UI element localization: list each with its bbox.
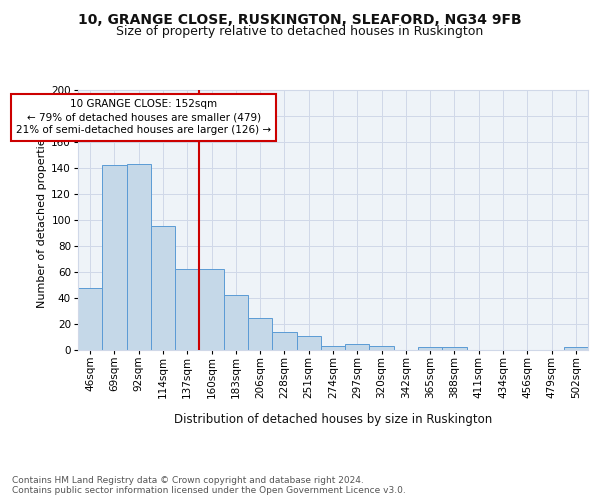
Bar	[296, 336, 321, 350]
Text: Size of property relative to detached houses in Ruskington: Size of property relative to detached ho…	[116, 25, 484, 38]
Text: 10 GRANGE CLOSE: 152sqm
← 79% of detached houses are smaller (479)
21% of semi-d: 10 GRANGE CLOSE: 152sqm ← 79% of detache…	[16, 99, 271, 136]
Y-axis label: Number of detached properties: Number of detached properties	[37, 132, 47, 308]
Bar	[224, 296, 248, 350]
Bar	[564, 348, 588, 350]
Bar	[151, 226, 175, 350]
Bar	[199, 270, 224, 350]
Bar	[127, 164, 151, 350]
Bar	[345, 344, 370, 350]
Bar	[78, 288, 102, 350]
Bar	[175, 270, 199, 350]
Bar	[248, 318, 272, 350]
Bar	[370, 346, 394, 350]
Bar	[418, 348, 442, 350]
Bar	[442, 348, 467, 350]
Bar	[272, 332, 296, 350]
Bar	[321, 346, 345, 350]
Bar	[102, 166, 127, 350]
Text: 10, GRANGE CLOSE, RUSKINGTON, SLEAFORD, NG34 9FB: 10, GRANGE CLOSE, RUSKINGTON, SLEAFORD, …	[78, 12, 522, 26]
Text: Distribution of detached houses by size in Ruskington: Distribution of detached houses by size …	[174, 412, 492, 426]
Text: Contains HM Land Registry data © Crown copyright and database right 2024.
Contai: Contains HM Land Registry data © Crown c…	[12, 476, 406, 495]
